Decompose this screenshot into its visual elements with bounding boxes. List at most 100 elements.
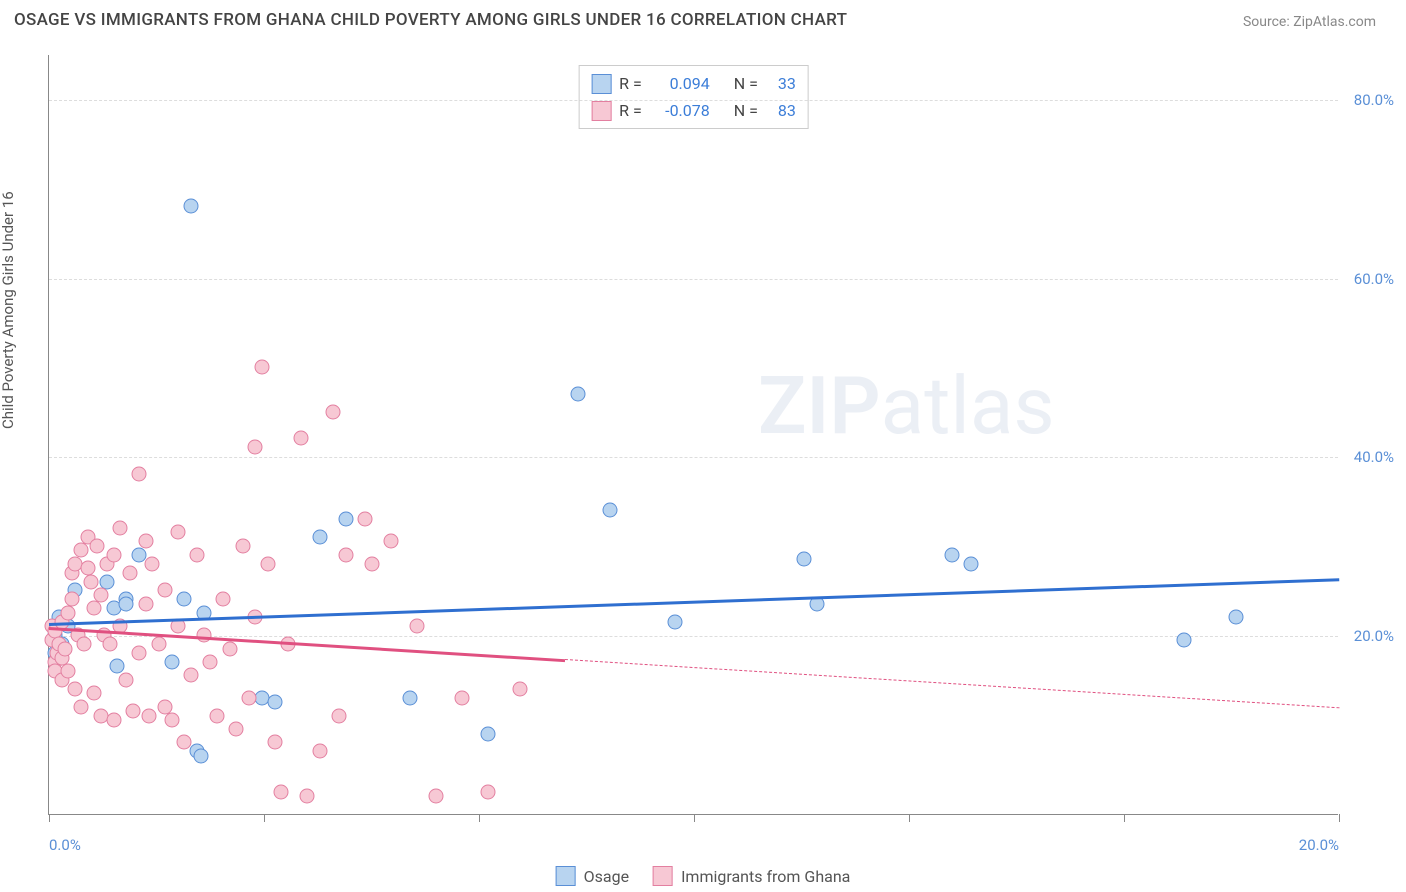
data-point (190, 547, 205, 562)
data-point (274, 784, 289, 799)
data-point (312, 744, 327, 759)
data-point (183, 668, 198, 683)
x-tick (694, 814, 695, 822)
data-point (603, 503, 618, 518)
data-point (229, 722, 244, 737)
gridline-horizontal (49, 636, 1338, 637)
data-point (141, 708, 156, 723)
data-point (164, 713, 179, 728)
data-point (83, 574, 98, 589)
watermark-rest: atlas (881, 359, 1055, 453)
r-value: 0.094 (650, 70, 710, 97)
n-label: N = (734, 97, 758, 124)
data-point (338, 547, 353, 562)
data-point (183, 199, 198, 214)
y-tick-label: 20.0% (1354, 627, 1394, 645)
data-point (667, 614, 682, 629)
data-point (61, 605, 76, 620)
data-point (964, 556, 979, 571)
series-swatch (591, 74, 611, 94)
data-point (151, 637, 166, 652)
data-point (119, 596, 134, 611)
data-point (67, 681, 82, 696)
data-point (112, 520, 127, 535)
legend-label: Immigrants from Ghana (681, 867, 850, 886)
data-point (138, 534, 153, 549)
data-point (64, 592, 79, 607)
data-point (383, 534, 398, 549)
data-point (138, 596, 153, 611)
data-point (325, 404, 340, 419)
data-point (164, 655, 179, 670)
data-point (125, 704, 140, 719)
trendline (49, 627, 565, 662)
data-point (158, 583, 173, 598)
data-point (267, 695, 282, 710)
data-point (235, 538, 250, 553)
data-point (358, 511, 373, 526)
r-value: -0.078 (650, 97, 710, 124)
gridline-horizontal (49, 100, 1338, 101)
source-attribution: Source: ZipAtlas.com (1243, 14, 1376, 30)
legend-swatch (653, 866, 673, 886)
data-point (145, 556, 160, 571)
data-point (93, 587, 108, 602)
data-point (248, 440, 263, 455)
data-point (1228, 610, 1243, 625)
data-point (122, 565, 137, 580)
data-point (171, 525, 186, 540)
trendline-extrapolated (565, 659, 1339, 708)
data-point (87, 601, 102, 616)
data-point (1177, 632, 1192, 647)
data-point (177, 735, 192, 750)
data-point (796, 552, 811, 567)
data-point (77, 637, 92, 652)
series-legend: Osage Immigrants from Ghana (556, 866, 851, 886)
legend-item: Osage (556, 866, 629, 886)
x-tick-label: 0.0% (49, 836, 81, 854)
data-point (109, 659, 124, 674)
data-point (945, 547, 960, 562)
n-value: 83 (766, 97, 796, 124)
watermark-bold: ZIP (758, 359, 881, 453)
data-point (480, 726, 495, 741)
data-point (300, 789, 315, 804)
x-tick (264, 814, 265, 822)
r-label: R = (619, 97, 642, 124)
data-point (570, 386, 585, 401)
legend-label: Osage (584, 867, 629, 886)
y-tick-label: 40.0% (1354, 448, 1394, 466)
correlation-stats-box: R =0.094 N =33R =-0.078 N =83 (578, 65, 809, 129)
data-point (177, 592, 192, 607)
x-tick (479, 814, 480, 822)
series-swatch (591, 101, 611, 121)
data-point (209, 708, 224, 723)
stats-row: R =0.094 N =33 (591, 70, 796, 97)
x-tick (49, 814, 50, 822)
source-value: ZipAtlas.com (1293, 14, 1376, 30)
data-point (74, 543, 89, 558)
data-point (74, 699, 89, 714)
data-point (338, 511, 353, 526)
data-point (267, 735, 282, 750)
data-point (106, 713, 121, 728)
data-point (512, 681, 527, 696)
data-point (119, 672, 134, 687)
y-axis-label: Child Poverty Among Girls Under 16 (0, 191, 17, 429)
data-point (216, 592, 231, 607)
data-point (58, 641, 73, 656)
trendline (49, 578, 1339, 625)
data-point (241, 690, 256, 705)
data-point (409, 619, 424, 634)
data-point (132, 467, 147, 482)
data-point (454, 690, 469, 705)
data-point (196, 628, 211, 643)
data-point (87, 686, 102, 701)
x-tick (1124, 814, 1125, 822)
data-point (132, 646, 147, 661)
data-point (261, 556, 276, 571)
n-label: N = (734, 70, 758, 97)
data-point (254, 359, 269, 374)
r-label: R = (619, 70, 642, 97)
gridline-horizontal (49, 457, 1338, 458)
